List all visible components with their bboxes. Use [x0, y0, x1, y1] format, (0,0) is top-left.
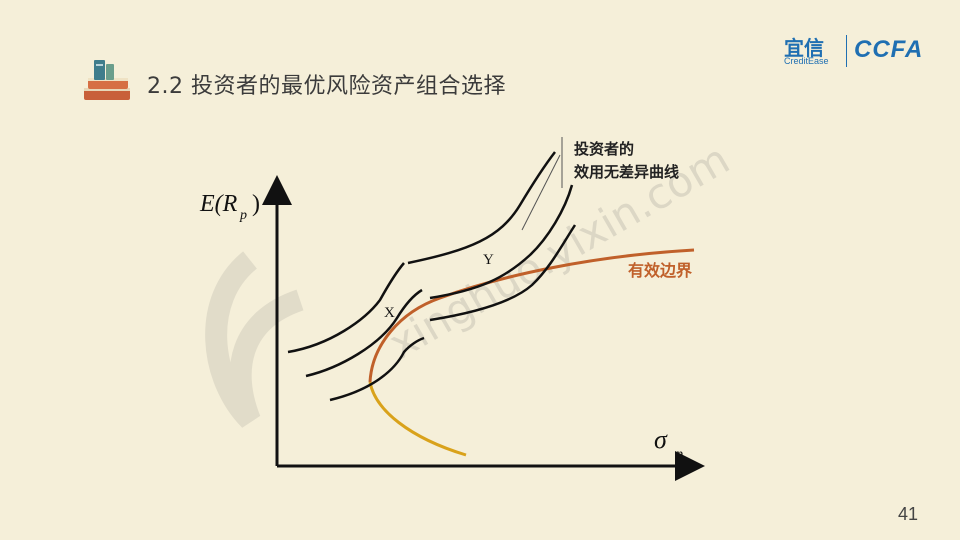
- indifference-curve-label-2: 效用无差异曲线: [574, 163, 679, 181]
- x-axis-subscript: p: [675, 447, 683, 462]
- indifference-curve-3: [329, 336, 425, 402]
- point-y-label: Y: [483, 252, 494, 268]
- x-axis-label: σ: [654, 425, 668, 454]
- brand-name-cn: 宜信: [784, 36, 824, 60]
- books-icon: [84, 60, 130, 100]
- indifference-curve-5: [429, 184, 574, 300]
- brand-logo: 宜信 CreditEase CCFA: [784, 32, 934, 72]
- frontier-lower-branch: [368, 381, 467, 457]
- point-x-label: X: [384, 305, 395, 321]
- frontier-label: 有效边界: [628, 261, 692, 280]
- indifference-curve-label-1: 投资者的: [574, 140, 634, 158]
- indifference-curve-4: [407, 151, 556, 265]
- page-title: 2.2 投资者的最优风险资产组合选择: [147, 74, 506, 99]
- label-pointer-1: [521, 154, 561, 231]
- brand-divider: [846, 35, 847, 67]
- page-number: 41: [898, 504, 919, 524]
- brand-name-en: CreditEase: [784, 56, 829, 66]
- y-axis-paren: ): [252, 191, 260, 217]
- indifference-curve-2: [305, 288, 423, 378]
- brand-mark: CCFA: [854, 36, 924, 63]
- indifference-curve-6: [429, 224, 577, 322]
- indifference-curve-1: [287, 262, 405, 354]
- y-axis-label: E(R: [199, 191, 238, 217]
- y-axis-subscript: p: [239, 208, 247, 223]
